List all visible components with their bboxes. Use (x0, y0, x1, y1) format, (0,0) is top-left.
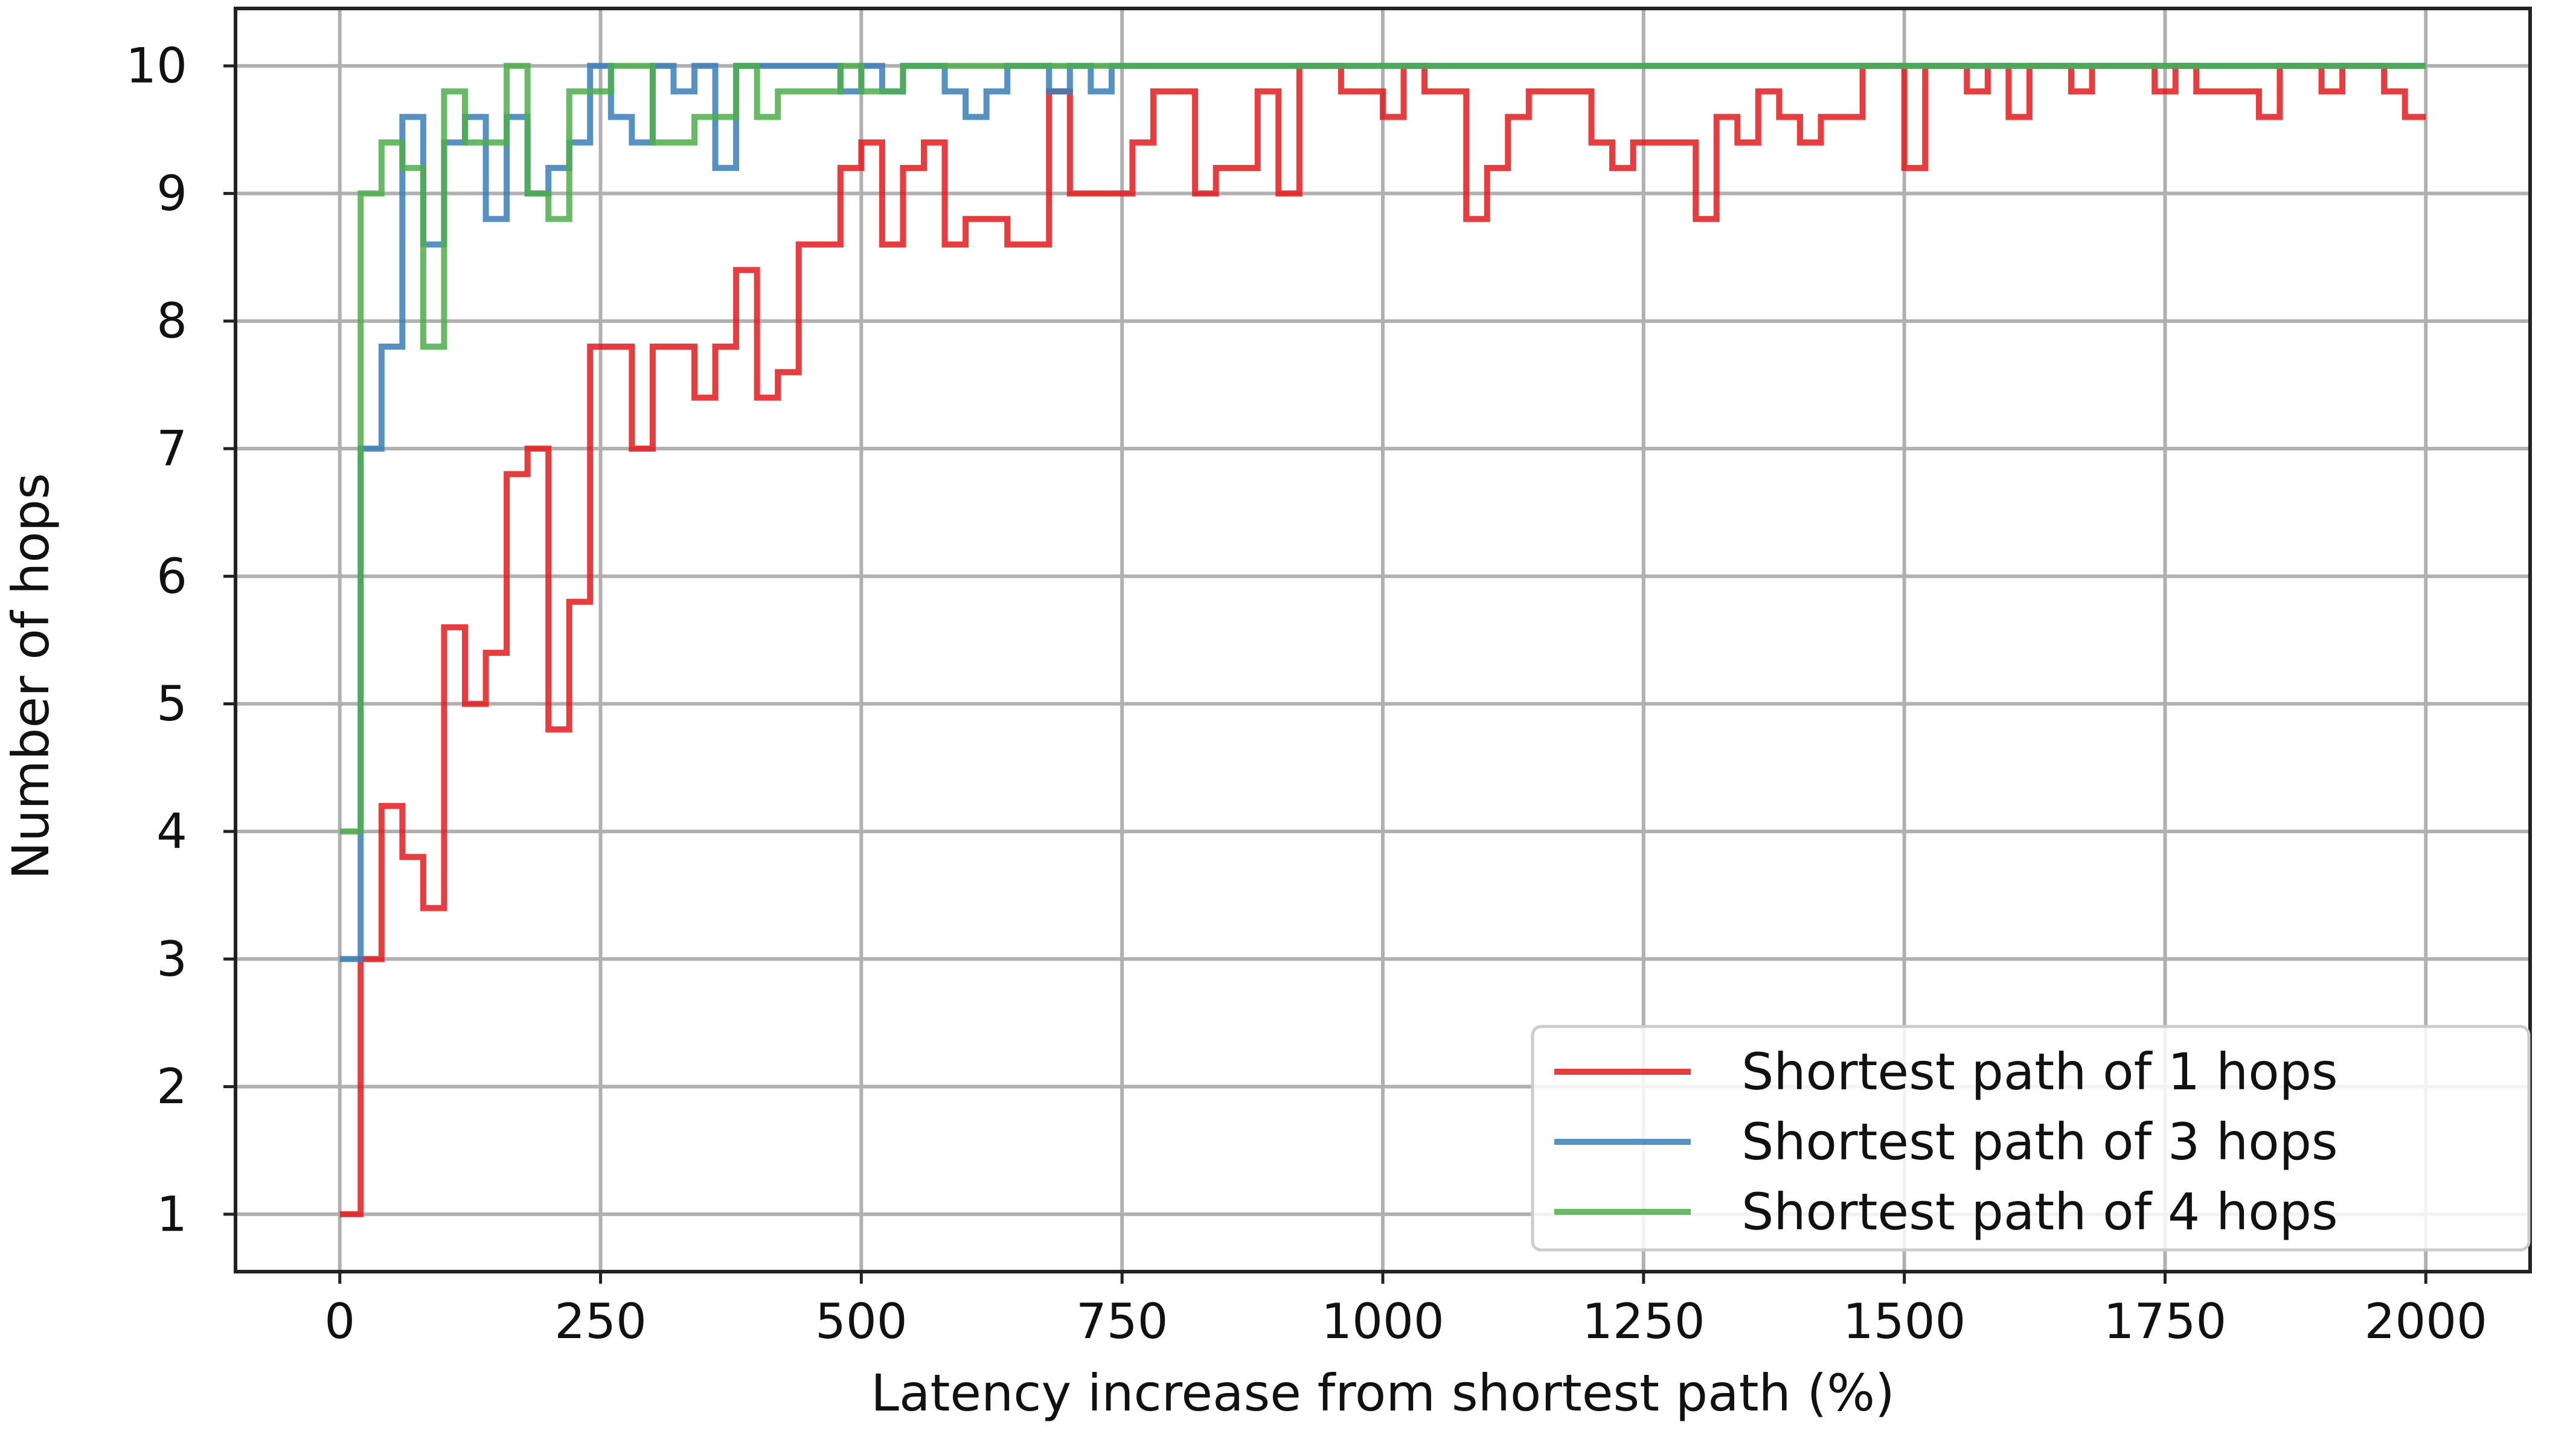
y-axis-label: Number of hops (1, 473, 60, 880)
x-tick-label-1: 250 (554, 1293, 647, 1350)
x-tick-label-6: 1500 (1843, 1293, 1966, 1350)
y-tick-label-9: 10 (126, 38, 187, 94)
x-tick-label-2: 500 (815, 1293, 908, 1350)
y-tick-label-8: 9 (156, 165, 187, 222)
x-tick-label-8: 2000 (2364, 1293, 2487, 1350)
legend: Shortest path of 1 hops Shortest path of … (1531, 1025, 2531, 1252)
y-tick-label-5: 6 (156, 548, 187, 604)
legend-label-2: Shortest path of 3 hops (1741, 1112, 2338, 1171)
legend-box (1531, 1025, 2531, 1252)
x-tick-label-7: 1750 (2104, 1293, 2227, 1350)
y-tick-label-1: 2 (156, 1058, 187, 1115)
legend-label-3: Shortest path of 4 hops (1741, 1182, 2338, 1241)
series-layer (339, 63, 2426, 1217)
y-tick-label-0: 1 (156, 1186, 187, 1242)
x-tick-label-5: 1250 (1582, 1293, 1705, 1350)
y-tick-label-6: 7 (156, 421, 187, 477)
x-tick-label-3: 750 (1076, 1293, 1168, 1350)
axis-ticks: 0 250 500 750 1000 1250 1500 1750 2000 1 2 3 4 5 6 7 8 9 1… (126, 38, 2487, 1350)
series-line-3 (339, 63, 2426, 834)
y-tick-label-7: 8 (156, 293, 187, 349)
x-tick-label-0: 0 (324, 1293, 355, 1350)
y-tick-label-3: 4 (156, 803, 187, 859)
y-tick-label-2: 3 (156, 931, 187, 987)
y-tick-label-4: 5 (156, 676, 187, 732)
legend-label-1: Shortest path of 1 hops (1741, 1042, 2338, 1101)
x-axis-label: Latency increase from shortest path (%) (871, 1363, 1895, 1423)
x-tick-label-4: 1000 (1321, 1293, 1444, 1350)
